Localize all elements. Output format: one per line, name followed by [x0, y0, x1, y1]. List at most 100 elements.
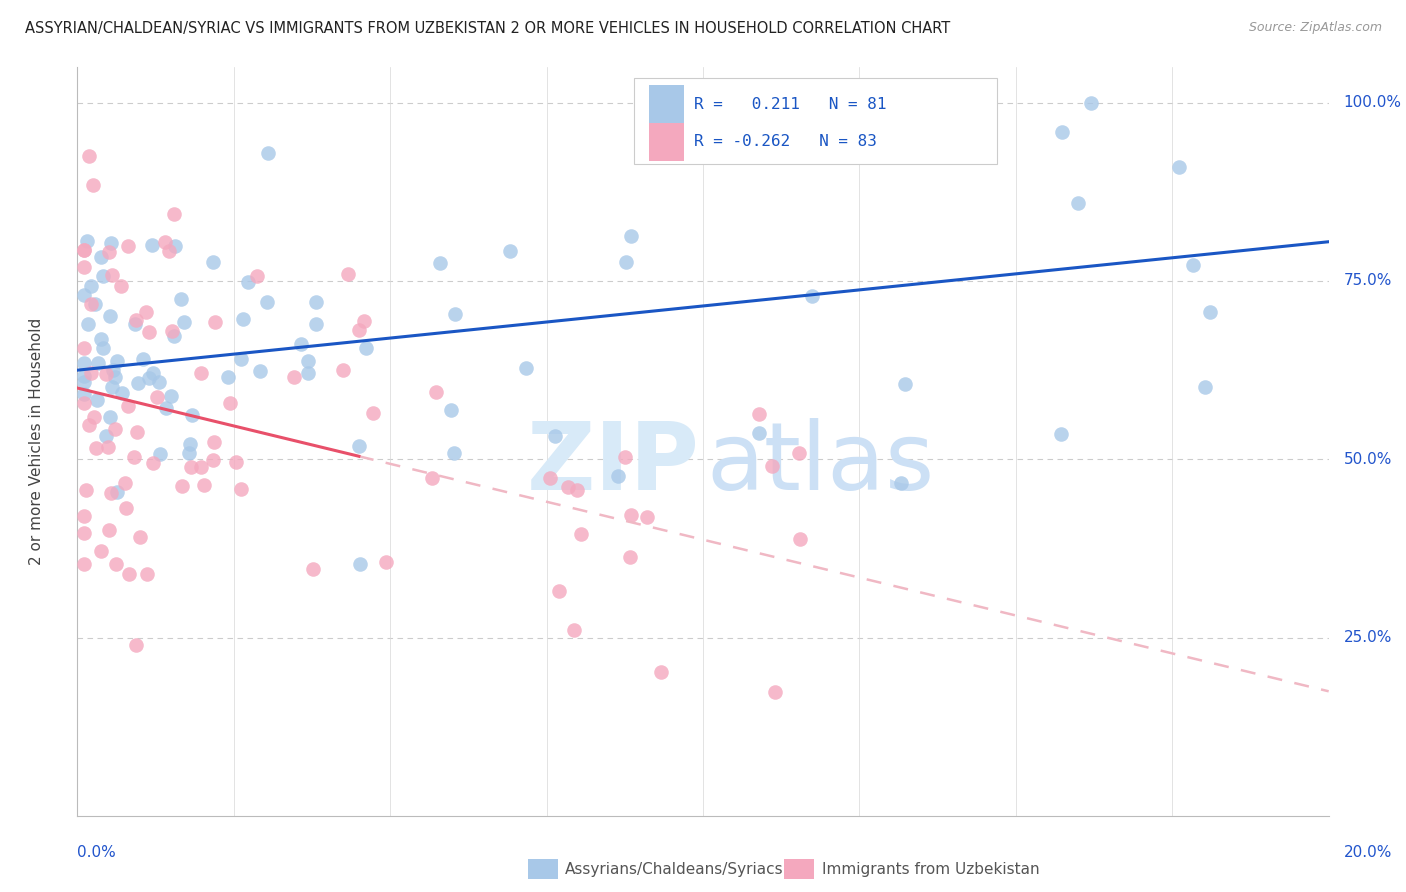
Point [538, 471, 561, 485]
Point [349, 439, 371, 453]
Point [297, 366, 319, 380]
Point [72, 508, 94, 523]
Point [77, 417, 100, 432]
Point [562, 623, 585, 637]
Point [1067, 195, 1090, 210]
Point [297, 354, 319, 368]
Point [75, 483, 97, 497]
Point [619, 549, 641, 564]
Point [443, 307, 465, 321]
Point [498, 244, 520, 258]
Point [180, 459, 202, 474]
Point [155, 401, 177, 415]
Point [98, 410, 121, 425]
Point [91, 268, 114, 283]
Point [146, 390, 169, 404]
Text: 100.0%: 100.0% [1344, 95, 1402, 110]
Point [122, 450, 145, 464]
Point [101, 380, 124, 394]
Point [190, 366, 212, 380]
Point [132, 351, 155, 366]
Point [515, 360, 537, 375]
Point [97, 440, 120, 454]
Point [353, 314, 375, 328]
Point [103, 363, 125, 377]
Point [1050, 427, 1073, 442]
Point [547, 584, 569, 599]
Point [127, 425, 149, 440]
Text: R =   0.211   N = 81: R = 0.211 N = 81 [695, 97, 887, 112]
Point [142, 366, 165, 380]
Point [332, 363, 354, 377]
Point [246, 269, 269, 284]
Point [87, 356, 110, 370]
Point [128, 531, 150, 545]
Point [789, 532, 811, 546]
Point [305, 294, 328, 309]
Point [135, 566, 157, 581]
Point [163, 238, 186, 252]
Point [173, 315, 195, 329]
Point [170, 478, 193, 492]
Point [76, 317, 98, 331]
Point [201, 255, 224, 269]
Text: R = -0.262   N = 83: R = -0.262 N = 83 [695, 135, 877, 149]
Point [302, 562, 325, 576]
Point [256, 295, 278, 310]
Point [127, 376, 149, 391]
Point [117, 400, 139, 414]
Point [420, 470, 443, 484]
Point [425, 384, 447, 399]
Point [1194, 379, 1216, 393]
Point [125, 312, 148, 326]
Point [149, 447, 172, 461]
Point [748, 408, 770, 422]
Point [614, 450, 637, 464]
Point [115, 500, 138, 515]
Point [72, 386, 94, 401]
Point [104, 557, 127, 571]
Point [94, 368, 117, 382]
Point [80, 366, 103, 380]
Point [72, 288, 94, 302]
Point [142, 456, 165, 470]
Point [202, 434, 225, 449]
Point [98, 310, 121, 324]
Point [79, 279, 101, 293]
Point [138, 371, 160, 385]
Point [429, 256, 451, 270]
Point [97, 523, 120, 537]
Point [98, 245, 121, 260]
Point [72, 376, 94, 390]
Point [83, 297, 105, 311]
Point [838, 95, 860, 110]
Point [890, 476, 912, 491]
Point [72, 396, 94, 410]
Text: 2 or more Vehicles in Household: 2 or more Vehicles in Household [28, 318, 44, 566]
Point [93, 341, 115, 355]
Point [179, 437, 201, 451]
Point [1198, 305, 1220, 319]
Point [141, 237, 163, 252]
Point [361, 406, 384, 420]
Point [80, 297, 103, 311]
Point [72, 369, 94, 384]
Point [105, 484, 128, 499]
Point [204, 315, 226, 329]
Point [90, 544, 112, 558]
Point [374, 555, 396, 569]
Point [124, 317, 146, 331]
Point [620, 508, 643, 522]
Point [219, 396, 242, 410]
Point [82, 178, 104, 192]
Point [135, 305, 157, 319]
Point [160, 389, 183, 403]
Point [217, 370, 239, 384]
Point [84, 441, 107, 455]
Point [443, 446, 465, 460]
Point [94, 428, 117, 442]
Point [544, 429, 567, 443]
Point [90, 332, 112, 346]
Point [72, 243, 94, 257]
Point [72, 356, 94, 370]
